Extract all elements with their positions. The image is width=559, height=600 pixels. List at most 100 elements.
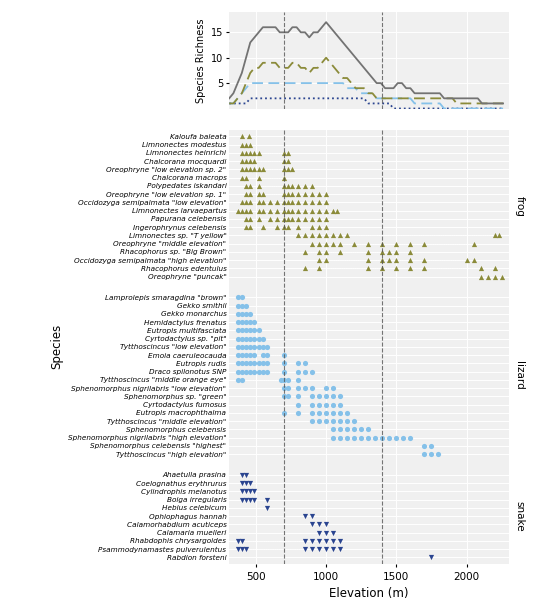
Point <box>307 239 316 248</box>
Y-axis label: Species Richness: Species Richness <box>196 18 206 103</box>
Point <box>258 350 267 360</box>
Point <box>364 263 373 273</box>
Point <box>293 190 302 199</box>
Text: frog: frog <box>514 196 524 217</box>
Point <box>364 425 373 434</box>
Point <box>315 256 324 265</box>
Point <box>315 400 324 409</box>
Point <box>254 214 263 224</box>
Point <box>284 206 293 215</box>
Point <box>266 197 274 207</box>
Point <box>241 181 250 191</box>
Point <box>427 553 436 562</box>
Point <box>250 326 259 335</box>
Text: lizard: lizard <box>514 361 524 390</box>
Point <box>241 206 250 215</box>
Point <box>266 206 274 215</box>
Point <box>364 433 373 442</box>
Point <box>254 206 263 215</box>
Point <box>307 214 316 224</box>
Point <box>280 173 288 182</box>
Point <box>246 190 255 199</box>
Point <box>238 334 247 343</box>
Point <box>254 334 263 343</box>
Point <box>321 528 330 538</box>
Point <box>293 408 302 418</box>
Point <box>241 140 250 149</box>
Point <box>301 190 310 199</box>
Point <box>321 544 330 554</box>
Point <box>335 400 344 409</box>
Point <box>315 520 324 529</box>
Point <box>254 148 263 158</box>
Point <box>233 309 242 319</box>
Point <box>288 164 297 174</box>
Point <box>293 230 302 240</box>
Point <box>315 247 324 257</box>
Point <box>280 359 288 368</box>
Point <box>254 190 263 199</box>
Point <box>233 375 242 385</box>
Point <box>241 164 250 174</box>
Point <box>246 495 255 505</box>
Point <box>280 375 288 385</box>
Point <box>258 367 267 376</box>
Point <box>246 342 255 352</box>
Point <box>307 367 316 376</box>
Point <box>263 367 272 376</box>
Point <box>357 425 366 434</box>
Point <box>315 223 324 232</box>
Point <box>329 416 338 426</box>
Point <box>335 392 344 401</box>
Point <box>241 359 250 368</box>
Point <box>233 206 242 215</box>
Point <box>321 536 330 545</box>
Point <box>371 433 380 442</box>
Point <box>266 214 274 224</box>
Point <box>246 206 255 215</box>
Point <box>250 350 259 360</box>
Point <box>233 317 242 327</box>
Point <box>307 392 316 401</box>
Point <box>284 392 293 401</box>
Point <box>293 359 302 368</box>
Point <box>329 230 338 240</box>
Point <box>329 544 338 554</box>
Point <box>241 148 250 158</box>
Point <box>307 400 316 409</box>
Point <box>315 197 324 207</box>
Point <box>392 263 401 273</box>
Point <box>246 359 255 368</box>
Point <box>246 157 255 166</box>
Point <box>321 416 330 426</box>
Point <box>284 214 293 224</box>
Point <box>315 190 324 199</box>
Point <box>293 206 302 215</box>
Point <box>250 487 259 496</box>
Point <box>420 239 429 248</box>
Point <box>241 309 250 319</box>
Point <box>406 263 415 273</box>
Point <box>483 272 492 281</box>
Point <box>246 309 255 319</box>
Point <box>301 367 310 376</box>
Point <box>280 197 288 207</box>
Point <box>335 247 344 257</box>
Point <box>321 383 330 393</box>
Point <box>343 433 352 442</box>
Point <box>284 157 293 166</box>
Point <box>343 408 352 418</box>
Point <box>350 416 359 426</box>
Point <box>490 230 499 240</box>
Point <box>263 342 272 352</box>
Point <box>350 425 359 434</box>
Point <box>378 247 387 257</box>
Point <box>258 164 267 174</box>
Point <box>280 392 288 401</box>
Point <box>364 239 373 248</box>
Point <box>238 375 247 385</box>
Point <box>263 503 272 512</box>
Point <box>280 157 288 166</box>
Point <box>238 495 247 505</box>
Point <box>241 197 250 207</box>
